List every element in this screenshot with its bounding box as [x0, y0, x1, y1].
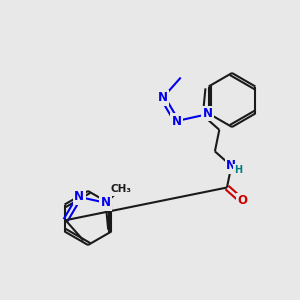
- Text: O: O: [237, 194, 247, 207]
- Text: CH₃: CH₃: [110, 184, 131, 194]
- Text: N: N: [74, 190, 84, 203]
- Text: N: N: [172, 115, 182, 128]
- Text: N: N: [100, 196, 111, 209]
- Text: N: N: [226, 160, 236, 172]
- Text: N: N: [202, 107, 213, 120]
- Text: N: N: [158, 91, 168, 104]
- Text: H: H: [234, 165, 242, 175]
